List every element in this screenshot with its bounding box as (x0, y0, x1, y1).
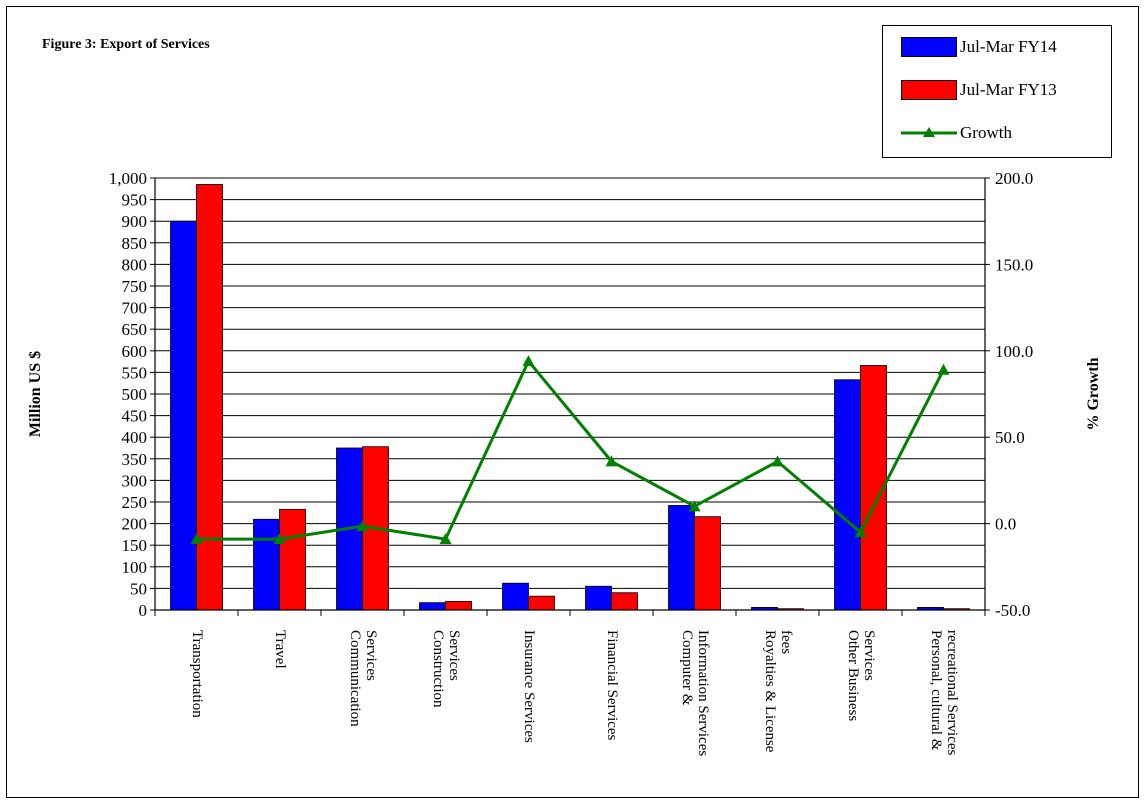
category-label: Construction (430, 630, 446, 708)
y2-tick-label: 50.0 (995, 428, 1025, 447)
y-tick-label: 950 (122, 191, 148, 210)
category-label: Services (861, 630, 877, 681)
y2-axis-ticks: -50.0 0.0 50.0 100.0 150.0 200.0 (985, 169, 1033, 620)
y-tick-label: 250 (122, 493, 148, 512)
category-labels: Transportation Travel Communication Service… (189, 630, 960, 756)
y-tick-label: 200 (122, 515, 148, 534)
bar-fy14 (253, 518, 280, 611)
bars (170, 184, 970, 611)
legend-swatch-fy13 (901, 80, 957, 100)
y2-tick-label: 150.0 (995, 255, 1033, 274)
y2-axis-title: % Growth (1085, 357, 1102, 430)
legend-label-growth: Growth (960, 123, 1012, 142)
legend-line-growth (901, 123, 957, 143)
legend-item-growth: Growth (883, 121, 1012, 145)
y-tick-label: 750 (122, 277, 148, 296)
category-label: Insurance Services (521, 630, 537, 743)
legend-label-fy13: Jul-Mar FY13 (960, 80, 1057, 99)
category-label: Services (363, 630, 379, 681)
bar-fy14 (585, 585, 612, 611)
growth-point (439, 533, 452, 545)
growth-line-icon (901, 127, 957, 137)
bar-fy13 (196, 184, 223, 611)
y-tick-label: 450 (122, 407, 148, 426)
bar-fy14 (668, 505, 695, 611)
bar-fy13 (611, 592, 638, 611)
bar-fy14 (170, 220, 197, 611)
bar-fy14 (502, 582, 529, 611)
bar-fy13 (528, 595, 555, 611)
legend-item-fy13: Jul-Mar FY13 (883, 78, 1057, 102)
y-tick-label: 500 (122, 385, 148, 404)
category-label: fees (778, 630, 794, 654)
category-label: Transportation (189, 630, 205, 718)
y-tick-label: 850 (122, 234, 148, 253)
bar-fy13 (445, 600, 472, 611)
y2-tick-label: 200.0 (995, 169, 1033, 188)
category-label: Services (446, 630, 462, 681)
y-axis-title: Million US $ (27, 351, 44, 437)
y-tick-label: 1,000 (109, 169, 147, 188)
growth-point (771, 455, 784, 467)
growth-point (273, 533, 286, 545)
y-tick-label: 650 (122, 320, 148, 339)
growth-point (854, 526, 867, 538)
growth-point (522, 355, 535, 367)
legend-label-fy14: Jul-Mar FY14 (960, 37, 1057, 56)
y-tick-label: 300 (122, 471, 148, 490)
growth-point (937, 363, 950, 375)
growth-point (190, 533, 203, 545)
legend-swatch-fy14 (901, 37, 957, 57)
growth-point (605, 455, 618, 467)
y-tick-label: 0 (139, 601, 148, 620)
growth-point (356, 520, 369, 532)
category-label: Communication (347, 630, 363, 727)
y-tick-label: 600 (122, 342, 148, 361)
y-tick-label: 800 (122, 255, 148, 274)
legend: Jul-Mar FY14 Jul-Mar FY13 Growth (882, 25, 1112, 158)
category-label: Royalties & License (762, 630, 778, 753)
bar-fy14 (834, 379, 861, 611)
category-label: Information Services (695, 630, 711, 756)
category-label: Travel (272, 630, 288, 669)
legend-item-fy14: Jul-Mar FY14 (883, 35, 1057, 59)
y2-tick-label: -50.0 (995, 601, 1030, 620)
bar-fy13 (694, 516, 721, 611)
y-tick-label: 400 (122, 428, 148, 447)
y-tick-label: 700 (122, 299, 148, 318)
y-axis-ticks: 0 50 100 150 200 250 300 350 400 450 500 550 600 650 7… (109, 169, 155, 620)
y-tick-label: 100 (122, 558, 148, 577)
bar-fy13 (279, 508, 306, 611)
category-label: Computer & (679, 630, 695, 706)
category-label: Financial Services (604, 630, 620, 741)
y2-tick-label: 0.0 (995, 515, 1016, 534)
chart-title: Figure 3: Export of Services (42, 37, 210, 52)
y-tick-label: 900 (122, 212, 148, 231)
y-tick-label: 550 (122, 363, 148, 382)
growth-polyline (196, 358, 945, 541)
y2-tick-label: 100.0 (995, 342, 1033, 361)
category-label: recreational Services (944, 630, 960, 756)
category-label: Personal, cultural & (928, 630, 944, 751)
y-tick-label: 150 (122, 536, 148, 555)
growth-point (688, 500, 701, 512)
bar-fy14 (419, 602, 446, 611)
growth-line (190, 355, 950, 545)
y-tick-label: 350 (122, 450, 148, 469)
y-tick-label: 50 (130, 579, 147, 598)
category-label: Other Business (845, 630, 861, 721)
